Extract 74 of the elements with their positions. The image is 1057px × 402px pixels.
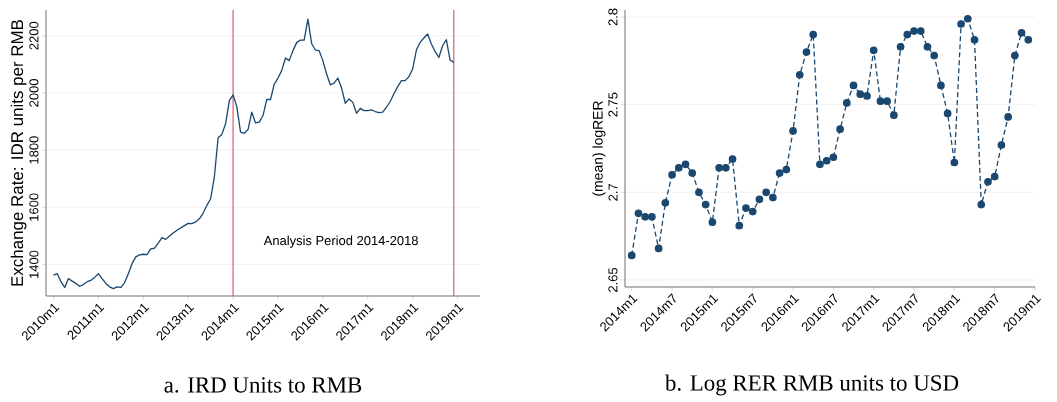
point (701, 200, 710, 209)
point (668, 170, 676, 179)
point (641, 213, 650, 221)
y-tick-label: 2.7 (608, 183, 618, 201)
point (795, 71, 804, 79)
point (896, 42, 905, 51)
point (863, 92, 871, 100)
point (742, 204, 750, 212)
point (836, 125, 844, 134)
point (876, 97, 885, 106)
point (627, 251, 636, 260)
text: a. IRD Units to RMB (164, 377, 362, 393)
point (674, 163, 683, 172)
point (661, 198, 670, 207)
point (809, 30, 818, 39)
y-tick-label: 2.75 (608, 92, 618, 117)
y-tick-label: 2000 (29, 79, 39, 107)
point (997, 141, 1006, 149)
annotation: Analysis Period 2014-2018 (263, 235, 418, 248)
point (923, 42, 932, 51)
point (903, 30, 912, 39)
point (984, 177, 992, 186)
point (775, 169, 784, 177)
point (708, 218, 717, 226)
point (789, 127, 797, 135)
y-axis-title: (mean) logRER (592, 101, 606, 196)
point (688, 169, 697, 177)
point (883, 97, 891, 106)
point (849, 81, 858, 90)
text: b. Log RER RMB units to USD (664, 374, 959, 396)
point (755, 195, 764, 204)
point (1024, 35, 1033, 44)
point (963, 14, 972, 23)
point (822, 156, 831, 165)
point (748, 207, 757, 216)
y-tick-label: 2200 (29, 21, 39, 50)
point (1011, 51, 1019, 60)
point (634, 209, 643, 218)
point (715, 163, 723, 172)
point (695, 188, 703, 197)
y-tick-label: 2.65 (608, 267, 618, 292)
point (1004, 113, 1012, 121)
point (762, 188, 771, 197)
point (930, 51, 939, 60)
point (869, 46, 878, 55)
point (802, 48, 811, 56)
point (977, 200, 986, 209)
y-tick-label: 1400 (29, 250, 39, 278)
y-tick-label: 2.8 (608, 8, 618, 26)
point (890, 111, 898, 120)
point (950, 158, 959, 167)
point (721, 163, 730, 172)
y-axis-title: Exchange Rate: IDR units per RMB (10, 19, 27, 286)
point (910, 27, 918, 35)
point (970, 35, 979, 44)
point (842, 99, 851, 107)
point (990, 172, 999, 181)
point (728, 155, 737, 163)
point (937, 81, 945, 90)
point (648, 213, 656, 221)
point (943, 109, 952, 118)
y-tick-label: 1800 (29, 136, 39, 164)
point (816, 160, 824, 169)
point (829, 153, 838, 162)
point (782, 165, 791, 174)
point (735, 221, 744, 230)
point (769, 193, 777, 202)
point (654, 244, 663, 253)
y-tick-label: 1600 (29, 193, 39, 221)
point (1017, 28, 1026, 37)
point (916, 27, 925, 35)
point (856, 90, 865, 98)
point (681, 160, 690, 169)
point (957, 20, 965, 28)
